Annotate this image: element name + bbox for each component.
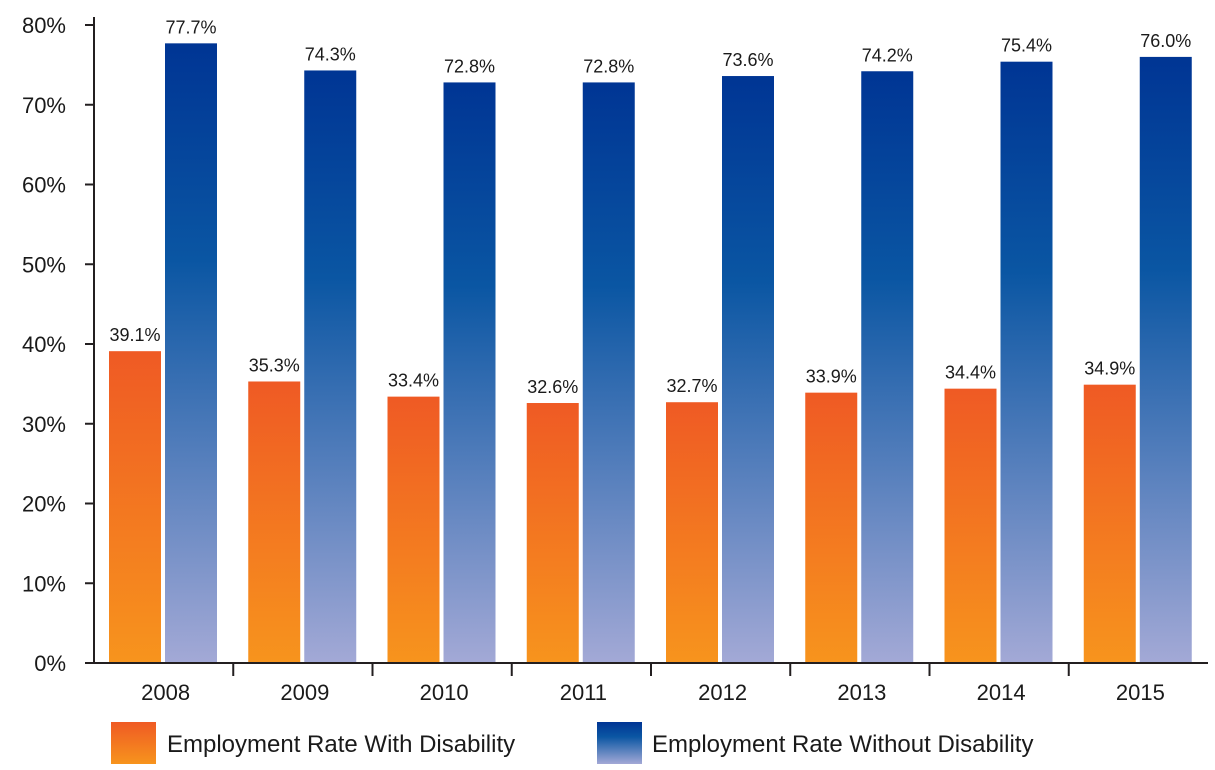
- data-label-without-disability-2011: 72.8%: [583, 56, 634, 76]
- bar-with-disability-2009: [248, 381, 301, 663]
- bar-with-disability-2013: [805, 392, 858, 663]
- data-label-without-disability-2008: 77.7%: [165, 17, 216, 37]
- x-tick-label-2013: 2013: [837, 680, 886, 705]
- bar-without-disability-2011: [582, 82, 635, 664]
- bar-without-disability-2015: [1139, 56, 1192, 663]
- bar-with-disability-2012: [666, 402, 718, 663]
- data-label-without-disability-2013: 74.2%: [862, 45, 913, 65]
- data-label-without-disability-2014: 75.4%: [1001, 36, 1052, 56]
- data-label-with-disability-2012: 32.7%: [666, 376, 717, 396]
- x-tick-label-2009: 2009: [280, 680, 329, 705]
- legend-swatch-without-disability: [597, 722, 642, 764]
- y-tick-label-60pct: 60%: [22, 173, 66, 198]
- legend-label-without-disability: Employment Rate Without Disability: [652, 731, 1033, 758]
- x-tick-label-2011: 2011: [560, 680, 607, 705]
- x-tick-label-2010: 2010: [420, 680, 469, 705]
- data-label-with-disability-2010: 33.4%: [388, 371, 439, 391]
- x-tick-label-2012: 2012: [698, 680, 747, 705]
- x-tick-label-2014: 2014: [977, 680, 1026, 705]
- data-label-without-disability-2012: 73.6%: [722, 50, 773, 70]
- data-label-with-disability-2014: 34.4%: [945, 363, 996, 383]
- bar-with-disability-2015: [1083, 384, 1136, 663]
- bar-without-disability-2012: [722, 76, 774, 664]
- bar-without-disability-2008: [165, 43, 217, 663]
- bar-with-disability-2014: [944, 388, 997, 663]
- y-tick-label-70pct: 70%: [22, 93, 66, 118]
- bar-with-disability-2010: [387, 396, 440, 663]
- bar-without-disability-2014: [1000, 61, 1053, 664]
- legend-label-with-disability: Employment Rate With Disability: [167, 731, 515, 758]
- data-label-without-disability-2010: 72.8%: [444, 56, 495, 76]
- bar-without-disability-2013: [861, 71, 914, 663]
- data-label-with-disability-2009: 35.3%: [249, 355, 300, 375]
- y-tick-label-50pct: 50%: [22, 252, 66, 277]
- y-tick-label-0pct: 0%: [34, 651, 66, 676]
- x-tick-label-2015: 2015: [1116, 680, 1165, 705]
- data-label-without-disability-2015: 76.0%: [1140, 31, 1191, 51]
- data-label-with-disability-2008: 39.1%: [109, 325, 160, 345]
- y-tick-label-80pct: 80%: [22, 13, 66, 38]
- y-tick-label-20pct: 20%: [22, 492, 66, 517]
- y-tick-label-30pct: 30%: [22, 412, 66, 437]
- data-label-with-disability-2013: 33.9%: [806, 367, 857, 387]
- bar-with-disability-2011: [526, 403, 579, 663]
- y-tick-label-10pct: 10%: [22, 571, 66, 596]
- x-tick-label-2008: 2008: [141, 680, 190, 705]
- bar-without-disability-2009: [304, 70, 357, 663]
- data-label-without-disability-2009: 74.3%: [305, 44, 356, 64]
- legend-swatch-with-disability: [111, 722, 156, 764]
- bar-with-disability-2008: [109, 351, 161, 663]
- bar-without-disability-2010: [443, 82, 496, 664]
- y-tick-label-40pct: 40%: [22, 332, 66, 357]
- data-label-with-disability-2011: 32.6%: [527, 377, 578, 397]
- data-label-with-disability-2015: 34.9%: [1084, 359, 1135, 379]
